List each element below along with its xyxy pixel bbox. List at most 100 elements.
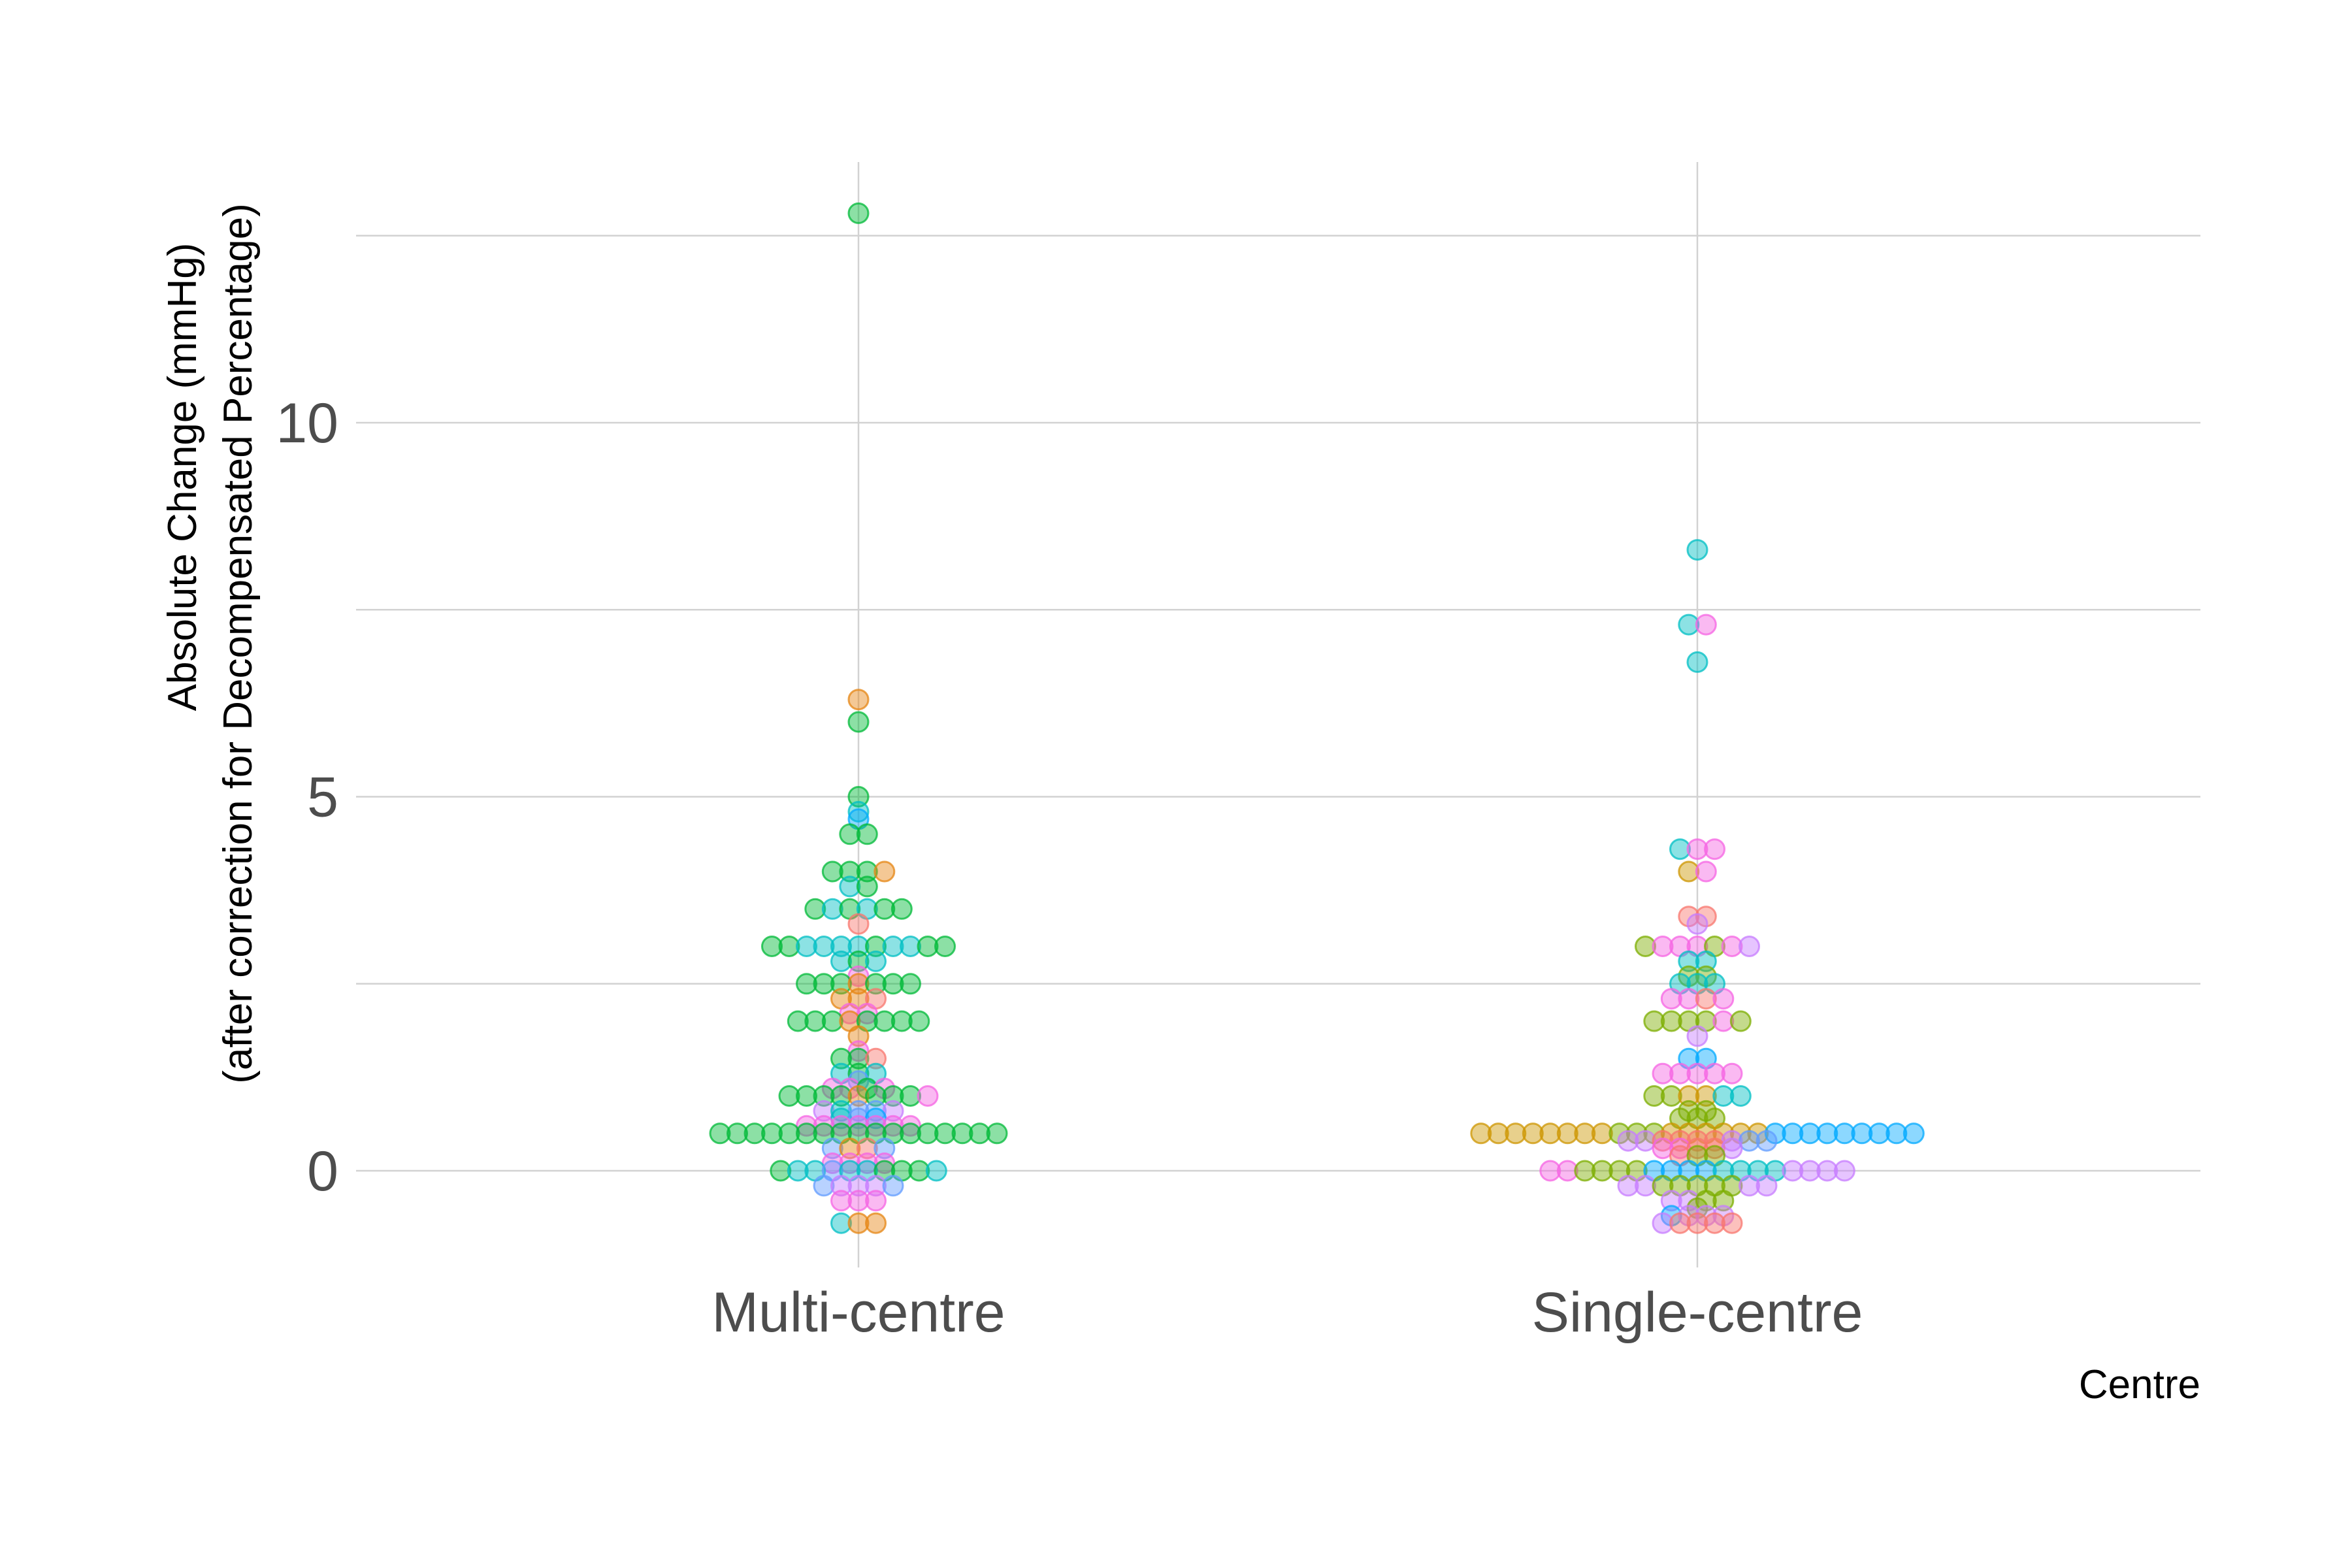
data-point bbox=[821, 1137, 843, 1160]
data-point bbox=[796, 1122, 817, 1145]
x-tick-label: Single-centre bbox=[1532, 1281, 1863, 1344]
data-point bbox=[813, 1085, 835, 1107]
data-point bbox=[865, 950, 887, 972]
data-point bbox=[727, 1122, 748, 1145]
data-point bbox=[874, 1010, 896, 1032]
data-point bbox=[1756, 1175, 1778, 1197]
data-point bbox=[1617, 1175, 1639, 1197]
data-point bbox=[900, 1085, 921, 1107]
data-point bbox=[1729, 1085, 1752, 1107]
data-point bbox=[1643, 1085, 1665, 1107]
data-point bbox=[1799, 1160, 1821, 1182]
data-point bbox=[813, 1175, 835, 1197]
data-point bbox=[856, 823, 878, 845]
data-point bbox=[1643, 1010, 1665, 1032]
data-point bbox=[839, 1137, 861, 1160]
data-point bbox=[1686, 651, 1708, 673]
data-point bbox=[1686, 1025, 1708, 1047]
data-point bbox=[847, 689, 870, 711]
data-point bbox=[908, 1160, 930, 1182]
data-point bbox=[882, 1175, 904, 1197]
data-point bbox=[1678, 1085, 1700, 1107]
data-point bbox=[1729, 1010, 1752, 1032]
data-point bbox=[830, 1047, 852, 1070]
data-point bbox=[917, 1122, 939, 1145]
data-point bbox=[865, 1085, 887, 1107]
data-point bbox=[761, 1122, 783, 1145]
data-point bbox=[778, 1122, 800, 1145]
data-point bbox=[1782, 1122, 1804, 1145]
data-point bbox=[1635, 1175, 1656, 1197]
data-point bbox=[821, 898, 843, 920]
data-point bbox=[1695, 860, 1717, 883]
data-point bbox=[830, 1212, 852, 1234]
data-point bbox=[951, 1122, 973, 1145]
data-point bbox=[1686, 1212, 1708, 1234]
data-point bbox=[1782, 1160, 1804, 1182]
data-point bbox=[890, 1010, 913, 1032]
data-point bbox=[778, 1085, 800, 1107]
data-point bbox=[1816, 1160, 1838, 1182]
data-point bbox=[847, 202, 870, 224]
data-point bbox=[1539, 1160, 1561, 1182]
data-point bbox=[1522, 1122, 1544, 1145]
data-point bbox=[847, 1190, 870, 1212]
data-point bbox=[865, 1212, 887, 1234]
data-point bbox=[787, 1010, 809, 1032]
data-point bbox=[1686, 838, 1708, 860]
data-point bbox=[847, 973, 870, 995]
data-point bbox=[1799, 1122, 1821, 1145]
data-point bbox=[1695, 1085, 1717, 1107]
data-point bbox=[1660, 988, 1682, 1010]
data-point bbox=[1652, 1212, 1674, 1234]
y-tick-label: 10 bbox=[276, 392, 338, 455]
data-point bbox=[865, 973, 887, 995]
data-point bbox=[900, 973, 921, 995]
data-point bbox=[1556, 1122, 1578, 1145]
data-point bbox=[804, 898, 826, 920]
data-point bbox=[847, 786, 870, 808]
data-point bbox=[1851, 1122, 1873, 1145]
data-point bbox=[986, 1122, 1008, 1145]
data-point bbox=[934, 1122, 956, 1145]
data-point bbox=[865, 1190, 887, 1212]
data-point bbox=[1903, 1122, 1925, 1145]
data-point bbox=[1712, 1190, 1735, 1212]
data-point bbox=[1539, 1122, 1561, 1145]
data-point bbox=[1591, 1160, 1613, 1182]
data-point bbox=[865, 1175, 887, 1197]
data-point bbox=[847, 1212, 870, 1234]
x-tick-label: Multi-centre bbox=[711, 1281, 1005, 1344]
data-point bbox=[1721, 1062, 1743, 1085]
data-point bbox=[839, 860, 861, 883]
data-point bbox=[847, 936, 870, 957]
data-point bbox=[900, 1122, 921, 1145]
data-point bbox=[1833, 1122, 1855, 1145]
data-point bbox=[821, 1010, 843, 1032]
data-point bbox=[1487, 1122, 1509, 1145]
y-axis-title: Absolute Change (mmHg) bbox=[160, 243, 205, 711]
data-point bbox=[821, 860, 843, 883]
data-point bbox=[856, 1137, 878, 1160]
x-axis-title: Centre bbox=[2079, 1362, 2200, 1407]
data-point bbox=[1652, 936, 1674, 957]
data-point bbox=[1868, 1122, 1890, 1145]
data-point bbox=[1669, 1212, 1691, 1234]
data-point bbox=[882, 973, 904, 995]
data-point bbox=[1695, 950, 1717, 972]
data-point bbox=[1712, 1010, 1735, 1032]
data-point bbox=[1721, 1212, 1743, 1234]
data-point bbox=[1686, 1062, 1708, 1085]
data-point bbox=[796, 1085, 817, 1107]
data-point bbox=[847, 1175, 870, 1197]
data-point bbox=[787, 1160, 809, 1182]
data-point bbox=[917, 1085, 939, 1107]
data-point bbox=[1886, 1122, 1908, 1145]
data-point bbox=[830, 1175, 852, 1197]
data-point bbox=[1591, 1122, 1613, 1145]
data-point bbox=[1617, 1130, 1639, 1152]
data-point bbox=[1704, 838, 1725, 860]
data-point bbox=[865, 1047, 887, 1070]
y-tick-labels: 0 5 10 bbox=[276, 392, 338, 1203]
